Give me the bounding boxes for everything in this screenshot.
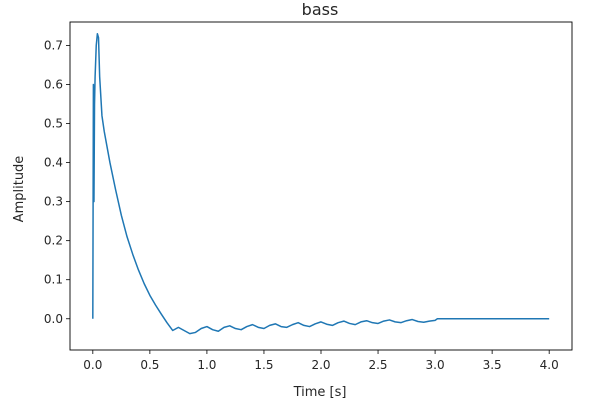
y-tick-label: 0.5 xyxy=(44,117,63,131)
x-tick-label: 3.0 xyxy=(426,358,445,372)
x-tick-label: 2.5 xyxy=(368,358,387,372)
chart-title: bass xyxy=(302,0,339,19)
x-tick-label: 0.0 xyxy=(83,358,102,372)
y-tick-label: 0.0 xyxy=(44,312,63,326)
x-tick-label: 3.5 xyxy=(483,358,502,372)
x-axis: 0.0 0.5 1.0 1.5 2.0 2.5 3.0 3.5 4.0 xyxy=(83,350,559,372)
x-tick-label: 1.0 xyxy=(197,358,216,372)
series-group xyxy=(92,32,550,335)
x-tick-label: 1.5 xyxy=(254,358,273,372)
series-line-0 xyxy=(92,32,550,335)
y-tick-label: 0.1 xyxy=(44,273,63,287)
x-tick-label: 2.0 xyxy=(311,358,330,372)
x-axis-label: Time [s] xyxy=(293,385,347,400)
y-tick-label: 0.3 xyxy=(44,195,63,209)
y-tick-label: 0.6 xyxy=(44,77,63,91)
x-tick-label: 0.5 xyxy=(140,358,159,372)
y-tick-label: 0.2 xyxy=(44,234,63,248)
y-axis: 0.0 0.1 0.2 0.3 0.4 0.5 0.6 0.7 xyxy=(44,38,70,326)
plot-area xyxy=(69,21,573,351)
y-axis-label: Amplitude xyxy=(12,156,27,223)
y-tick-label: 0.4 xyxy=(44,156,63,170)
x-tick-label: 4.0 xyxy=(540,358,559,372)
y-tick-label: 0.7 xyxy=(44,38,63,52)
